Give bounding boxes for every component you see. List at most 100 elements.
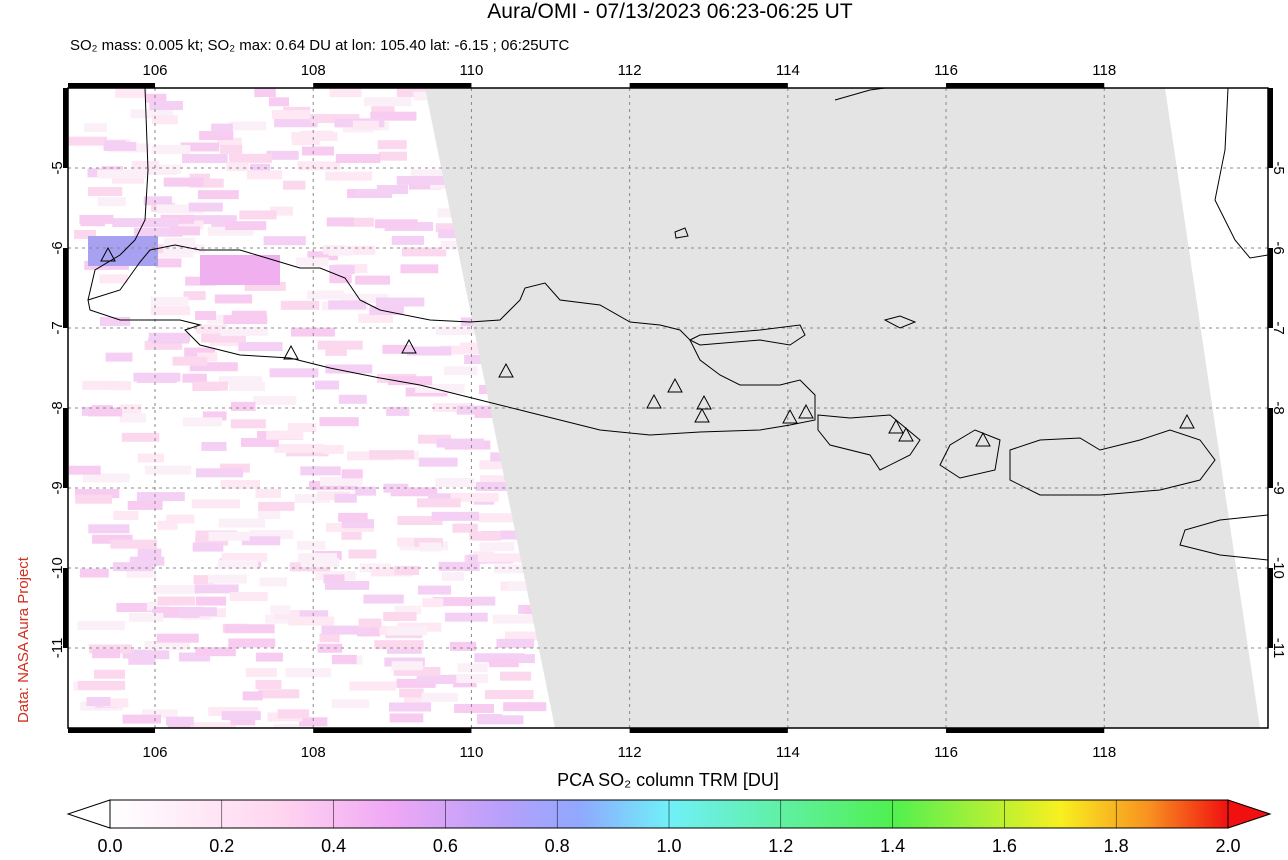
so2-pixel xyxy=(499,671,532,681)
coastline xyxy=(87,244,816,436)
so2-pixel xyxy=(258,510,281,520)
so2-pixel xyxy=(356,189,393,199)
so2-pixel xyxy=(178,607,217,617)
volcano xyxy=(646,393,662,409)
so2-pixel xyxy=(355,486,377,496)
so2-pixel xyxy=(387,376,433,386)
so2-pixel xyxy=(341,469,363,479)
volcano xyxy=(498,362,514,378)
so2-pixel xyxy=(82,380,123,390)
colorbar-tick-label: 2.0 xyxy=(1215,836,1240,855)
so2-pixel xyxy=(258,501,295,511)
so2-pixel xyxy=(148,332,190,342)
so2-pixel xyxy=(459,342,491,352)
coastline xyxy=(939,429,1001,479)
so2-pixel xyxy=(331,654,357,664)
so2-pixel xyxy=(126,568,157,578)
so2-pixel xyxy=(325,346,347,356)
so2-pixel xyxy=(358,618,382,628)
so2-pixel xyxy=(435,326,475,336)
so2-pixel xyxy=(254,88,276,98)
map-frame xyxy=(63,83,1273,733)
so2-pixel xyxy=(206,314,233,324)
so2-pixel xyxy=(319,633,340,643)
so2-pixel xyxy=(189,362,238,372)
colorbar-tick-label: 1.0 xyxy=(656,836,681,855)
frame-segment xyxy=(629,728,788,733)
so2-pixel xyxy=(329,88,362,98)
so2-pixel xyxy=(128,655,156,665)
so2-pixel xyxy=(201,441,227,451)
so2-pixel xyxy=(417,498,461,508)
so2-pixel xyxy=(347,245,376,255)
so2-pixel xyxy=(479,542,515,552)
colorbar-tick-label: 0.0 xyxy=(97,836,122,855)
so2-pixel xyxy=(144,465,192,475)
so2-pixel xyxy=(156,204,204,214)
so2-pixel xyxy=(432,597,474,607)
so2-pixel xyxy=(438,561,480,571)
so2-pixel xyxy=(150,296,189,306)
so2-pixel xyxy=(364,97,412,107)
so2-pixel xyxy=(374,640,424,650)
so2-pixel xyxy=(328,300,367,310)
so2-pixel xyxy=(130,109,174,119)
volcanoes xyxy=(100,246,1195,447)
so2-pixel xyxy=(376,297,425,307)
so2-pixel xyxy=(200,255,280,285)
so2-pixel xyxy=(182,373,207,383)
volcano xyxy=(283,344,299,360)
so2-pixel xyxy=(182,417,223,427)
so2-pixel xyxy=(99,274,129,284)
so2-pixel xyxy=(187,215,237,225)
so2-pixel xyxy=(116,602,164,612)
so2-pixel xyxy=(320,476,363,486)
so2-pixel xyxy=(193,381,228,391)
so2-pixel xyxy=(207,574,247,584)
so2-pixel xyxy=(211,123,233,133)
colorbar-label: PCA SO₂ column TRM [DU] xyxy=(557,770,779,790)
so2-pixel xyxy=(504,631,537,641)
volcano xyxy=(1179,413,1195,429)
so2-pixel xyxy=(471,596,496,606)
so2-pixel xyxy=(208,531,250,541)
so2-pixel xyxy=(484,690,534,700)
so2-pixel xyxy=(387,626,428,636)
frame-segment xyxy=(313,83,472,88)
so2-pixel xyxy=(341,530,362,540)
so2-pixel xyxy=(146,601,169,611)
so2-pixel xyxy=(211,220,236,230)
so2-pixel xyxy=(143,196,172,206)
colorbar-ticks: 0.0 0.2 0.4 0.6 0.8 1.0 1.2 1.4 1.6 1.8 2.0 xyxy=(97,800,1241,856)
so2-pixel xyxy=(291,136,321,146)
so2-pixel xyxy=(396,678,436,688)
volcano xyxy=(696,394,712,410)
so2-pixel xyxy=(79,568,109,578)
so2-pixel xyxy=(91,405,113,415)
so2-pixel xyxy=(299,717,328,727)
lat-tick-label: -11 xyxy=(49,638,66,659)
so2-pixel xyxy=(341,519,375,529)
so2-pixel xyxy=(144,640,190,650)
so2-pixel xyxy=(197,190,239,200)
colorbar-min-arrow xyxy=(66,799,111,829)
so2-pixel xyxy=(134,650,170,660)
so2-pixel xyxy=(112,562,154,572)
so2-pixel xyxy=(255,488,282,498)
so2-pixel xyxy=(250,163,271,173)
so2-pixel xyxy=(397,516,443,526)
lat-tick-label: -5 xyxy=(49,161,66,174)
so2-pixel xyxy=(271,110,310,120)
so2-pixel xyxy=(153,606,203,616)
so2-pixel xyxy=(77,620,125,630)
volcano xyxy=(401,338,417,354)
so2-pixel xyxy=(183,291,206,301)
so2-pixel xyxy=(155,258,182,268)
colorbar-tick-label: 0.2 xyxy=(209,836,234,855)
so2-pixel xyxy=(273,724,314,728)
frame-segment xyxy=(68,83,156,88)
so2-pixel xyxy=(435,478,475,488)
so2-pixel xyxy=(109,381,132,391)
so2-pixel xyxy=(325,171,373,181)
coastline xyxy=(1009,429,1216,496)
